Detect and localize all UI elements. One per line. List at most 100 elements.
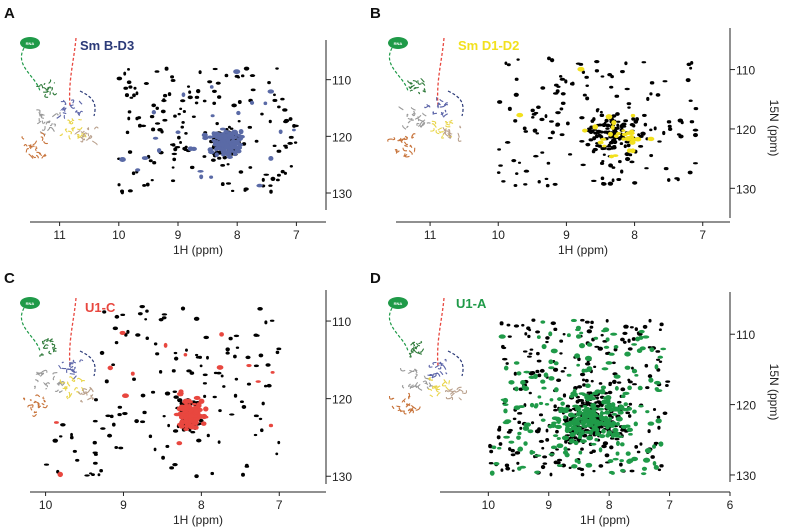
y-tick-label: 120 (736, 123, 756, 137)
ribbon-stroke (22, 397, 26, 401)
reference-peak (505, 362, 509, 365)
reference-peak (653, 126, 657, 131)
overlay-peak (579, 439, 587, 444)
reference-peak (528, 352, 533, 355)
reference-peak (513, 371, 517, 376)
ribbon-stroke (93, 126, 99, 130)
overlay-peak (130, 371, 135, 376)
overlay-peak (214, 152, 219, 158)
overlay-peak (602, 327, 610, 333)
ribbon-stroke (412, 384, 414, 388)
overlay-peak (534, 403, 539, 408)
reference-peak (578, 398, 585, 402)
reference-peak (237, 120, 241, 123)
reference-peak (523, 130, 529, 133)
ribbon-stroke (90, 387, 94, 393)
overlay-peak (582, 418, 590, 424)
ribbon-stroke (440, 111, 444, 117)
reference-peak (127, 116, 131, 121)
strand-blue (79, 90, 96, 117)
reference-peak (617, 400, 622, 404)
overlay-peak (621, 129, 626, 132)
ribbon-stroke (444, 120, 449, 124)
overlay-peak (578, 450, 583, 455)
overlay-peak (182, 405, 188, 410)
ribbon-stroke (51, 112, 58, 118)
reference-peak (92, 461, 98, 465)
overlay-peak (615, 416, 623, 422)
overlay-peak (572, 404, 580, 408)
overlay-peak (566, 373, 572, 377)
overlay-peak (611, 412, 618, 416)
overlay-peak (523, 370, 531, 374)
reference-peak (645, 386, 650, 390)
overlay-peak (227, 152, 232, 156)
overlay-peak (550, 348, 558, 354)
ribbon-stroke (437, 127, 443, 131)
ribbon-stroke (36, 84, 41, 88)
overlay-peak (156, 148, 162, 153)
reference-peak (230, 189, 235, 193)
reference-peak (595, 396, 599, 400)
ribbon-stroke (398, 106, 404, 111)
reference-peak (501, 180, 506, 183)
reference-peak (535, 330, 541, 334)
overlay-peak (489, 470, 495, 476)
overlay-peak (141, 156, 149, 161)
ribbon-stroke (47, 127, 51, 132)
reference-peak (519, 426, 523, 430)
reference-peak (620, 123, 626, 127)
reference-peak (582, 383, 586, 387)
reference-peak (553, 83, 559, 87)
reference-peak (202, 155, 207, 158)
ribbon-stroke (447, 130, 453, 135)
overlay-peak (502, 420, 510, 425)
reference-peak (145, 336, 150, 341)
reference-peak (591, 129, 595, 133)
overlay-peak (575, 334, 582, 339)
overlay-peak (585, 396, 591, 402)
reference-peak (555, 111, 561, 115)
reference-peak (602, 441, 609, 446)
reference-peak (646, 96, 650, 102)
reference-peak (539, 117, 545, 122)
overlay-peak (203, 415, 209, 419)
reference-peak (144, 318, 148, 321)
reference-peak (180, 99, 186, 103)
ribbon-stroke (76, 377, 83, 382)
ribbon-stroke (419, 124, 423, 128)
ribbon-stroke (459, 125, 462, 129)
ribbon-stroke (48, 350, 52, 355)
reference-peak (527, 355, 532, 358)
ribbon-stroke (59, 133, 63, 137)
ribbon-stroke (391, 405, 395, 410)
overlay-peak (578, 434, 583, 438)
reference-peak (598, 464, 604, 468)
overlay-peak (255, 380, 261, 383)
ribbon-stroke (431, 123, 437, 128)
reference-peak (513, 324, 520, 328)
overlay-peak (270, 370, 275, 374)
overlay-peak (593, 336, 599, 340)
overlay-peak (211, 138, 217, 143)
overlay-peak (581, 412, 588, 417)
overlay-peak (53, 421, 59, 424)
ribbon-stroke (43, 141, 48, 145)
ribbon-stroke (43, 344, 49, 348)
ribbon-stroke (450, 396, 454, 401)
ribbon-stroke (419, 120, 424, 126)
ribbon-stroke (419, 348, 425, 353)
overlay-peak (586, 435, 594, 441)
overlay-peak (576, 426, 582, 431)
reference-peak (123, 71, 127, 76)
overlay-peak (556, 397, 564, 401)
reference-peak (515, 172, 519, 175)
ribbon-stroke (70, 104, 74, 107)
overlay-peak (614, 433, 620, 438)
ribbon-stroke (68, 135, 71, 140)
reference-peak (170, 179, 176, 183)
ribbon-stroke (64, 128, 68, 133)
y-tick-label: 120 (332, 393, 352, 407)
ribbon-stroke (402, 125, 407, 130)
overlay-peak (612, 457, 619, 461)
